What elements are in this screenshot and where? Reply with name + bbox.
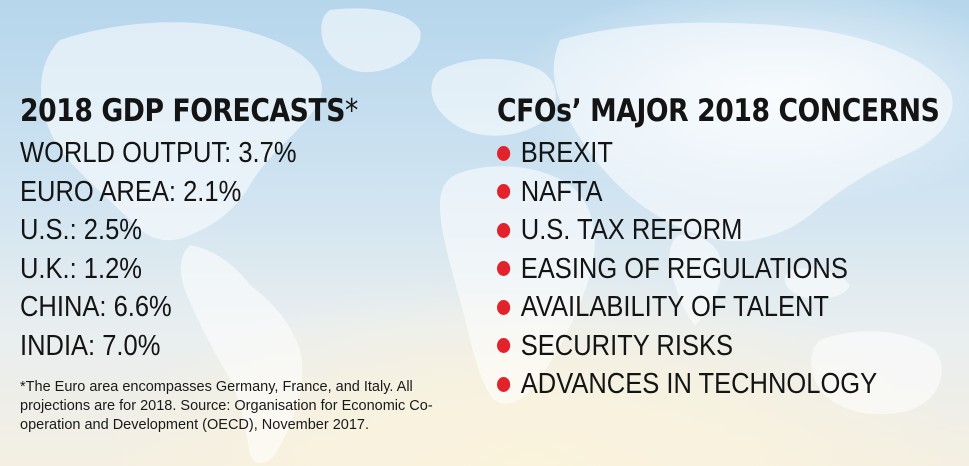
footnote: *The Euro area encompasses Germany, Fran… xyxy=(20,379,433,433)
forecast-item-uk: U.K.: 1.2% xyxy=(20,252,142,285)
bullet-icon xyxy=(497,184,511,200)
forecast-item-us: U.S.: 2.5% xyxy=(20,214,142,246)
bullet-icon xyxy=(497,338,511,354)
concern-item-regulations: EASING OF REGULATIONS xyxy=(497,250,902,289)
concern-item-security: SECURITY RISKS xyxy=(497,327,902,366)
forecast-item-world: WORLD OUTPUT: 3.7% xyxy=(20,137,297,169)
forecast-item-india: INDIA: 7.0% xyxy=(20,329,161,362)
concern-item-brexit: BREXIT xyxy=(497,134,902,173)
cfo-concerns-heading: CFOs’ MAJOR 2018 CONCERNS xyxy=(497,93,940,129)
bullet-icon xyxy=(497,145,511,161)
concern-item-technology: ADVANCES IN TECHNOLOGY xyxy=(497,365,902,404)
cfo-concerns-section: CFOs’ MAJOR 2018 CONCERNS BREXIT NAFTA U… xyxy=(497,88,957,404)
concern-item-talent: AVAILABILITY OF TALENT xyxy=(497,288,902,327)
bullet-icon xyxy=(497,261,511,277)
bullet-icon xyxy=(497,376,511,392)
forecast-item-china: CHINA: 6.6% xyxy=(20,291,172,323)
gdp-forecasts-section: 2018 GDP FORECASTS* WORLD OUTPUT: 3.7% E… xyxy=(20,88,460,365)
bullet-icon xyxy=(497,299,511,315)
concern-item-tax-reform: U.S. TAX REFORM xyxy=(497,211,902,250)
bullet-icon xyxy=(497,222,511,238)
concern-item-nafta: NAFTA xyxy=(497,173,902,212)
forecast-item-euro-area: EURO AREA: 2.1% xyxy=(20,175,242,208)
gdp-forecasts-heading: 2018 GDP FORECASTS* xyxy=(20,93,358,129)
